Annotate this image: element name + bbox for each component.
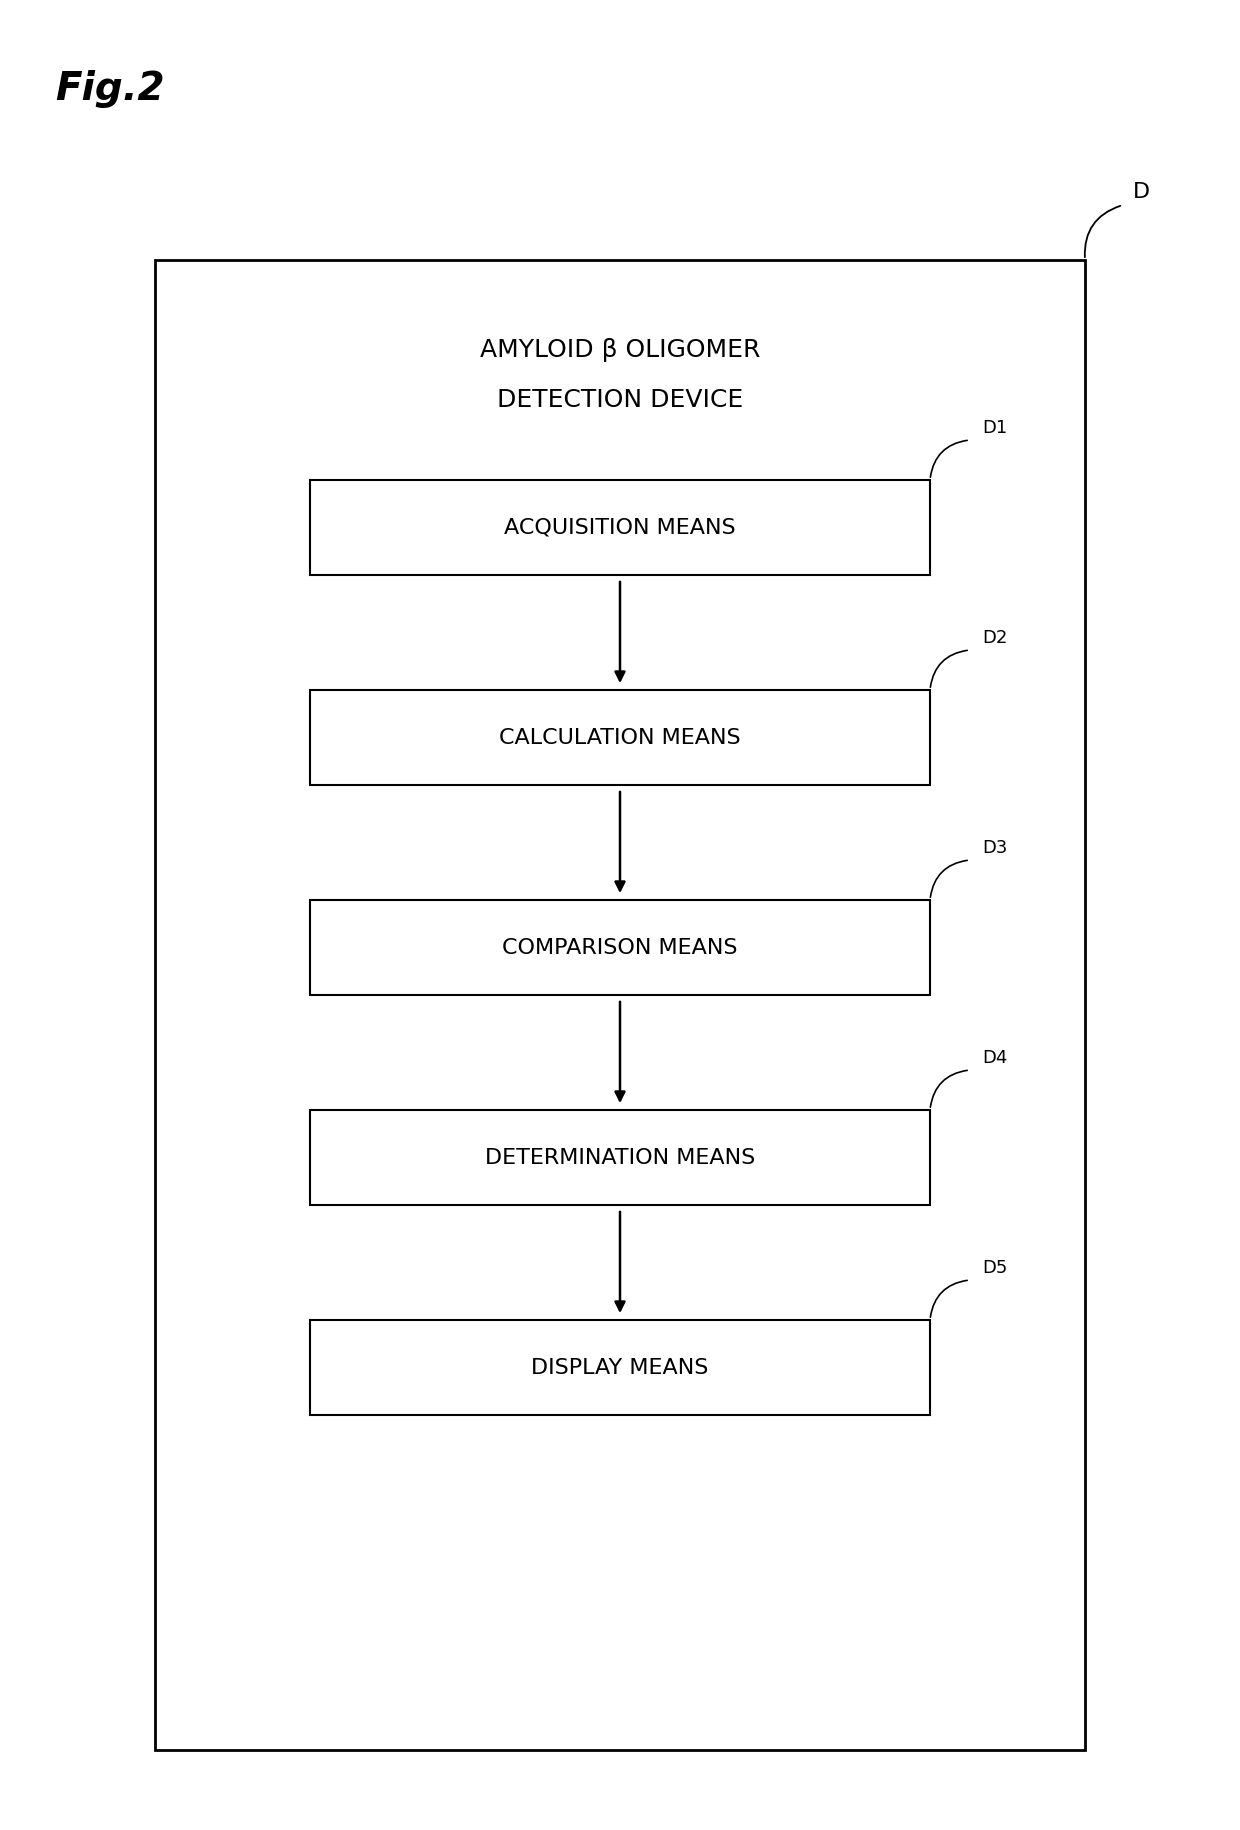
Text: AMYLOID β OLIGOMER: AMYLOID β OLIGOMER xyxy=(480,339,760,362)
Bar xyxy=(310,1319,930,1415)
Text: D1: D1 xyxy=(982,419,1007,437)
Bar xyxy=(155,260,1085,1749)
Bar xyxy=(310,479,930,575)
Text: ACQUISITION MEANS: ACQUISITION MEANS xyxy=(505,518,735,538)
Bar xyxy=(310,690,930,785)
Text: DISPLAY MEANS: DISPLAY MEANS xyxy=(531,1358,709,1378)
Text: COMPARISON MEANS: COMPARISON MEANS xyxy=(502,937,738,957)
Text: D3: D3 xyxy=(982,838,1007,856)
Text: DETECTION DEVICE: DETECTION DEVICE xyxy=(497,388,743,412)
Text: D: D xyxy=(1133,181,1151,201)
Text: DETERMINATION MEANS: DETERMINATION MEANS xyxy=(485,1147,755,1168)
Text: Fig.2: Fig.2 xyxy=(55,70,165,108)
Bar xyxy=(310,1111,930,1204)
Bar xyxy=(310,900,930,996)
Text: D4: D4 xyxy=(982,1049,1007,1067)
Text: D5: D5 xyxy=(982,1259,1007,1277)
Text: D2: D2 xyxy=(982,630,1007,648)
Text: CALCULATION MEANS: CALCULATION MEANS xyxy=(500,728,740,747)
